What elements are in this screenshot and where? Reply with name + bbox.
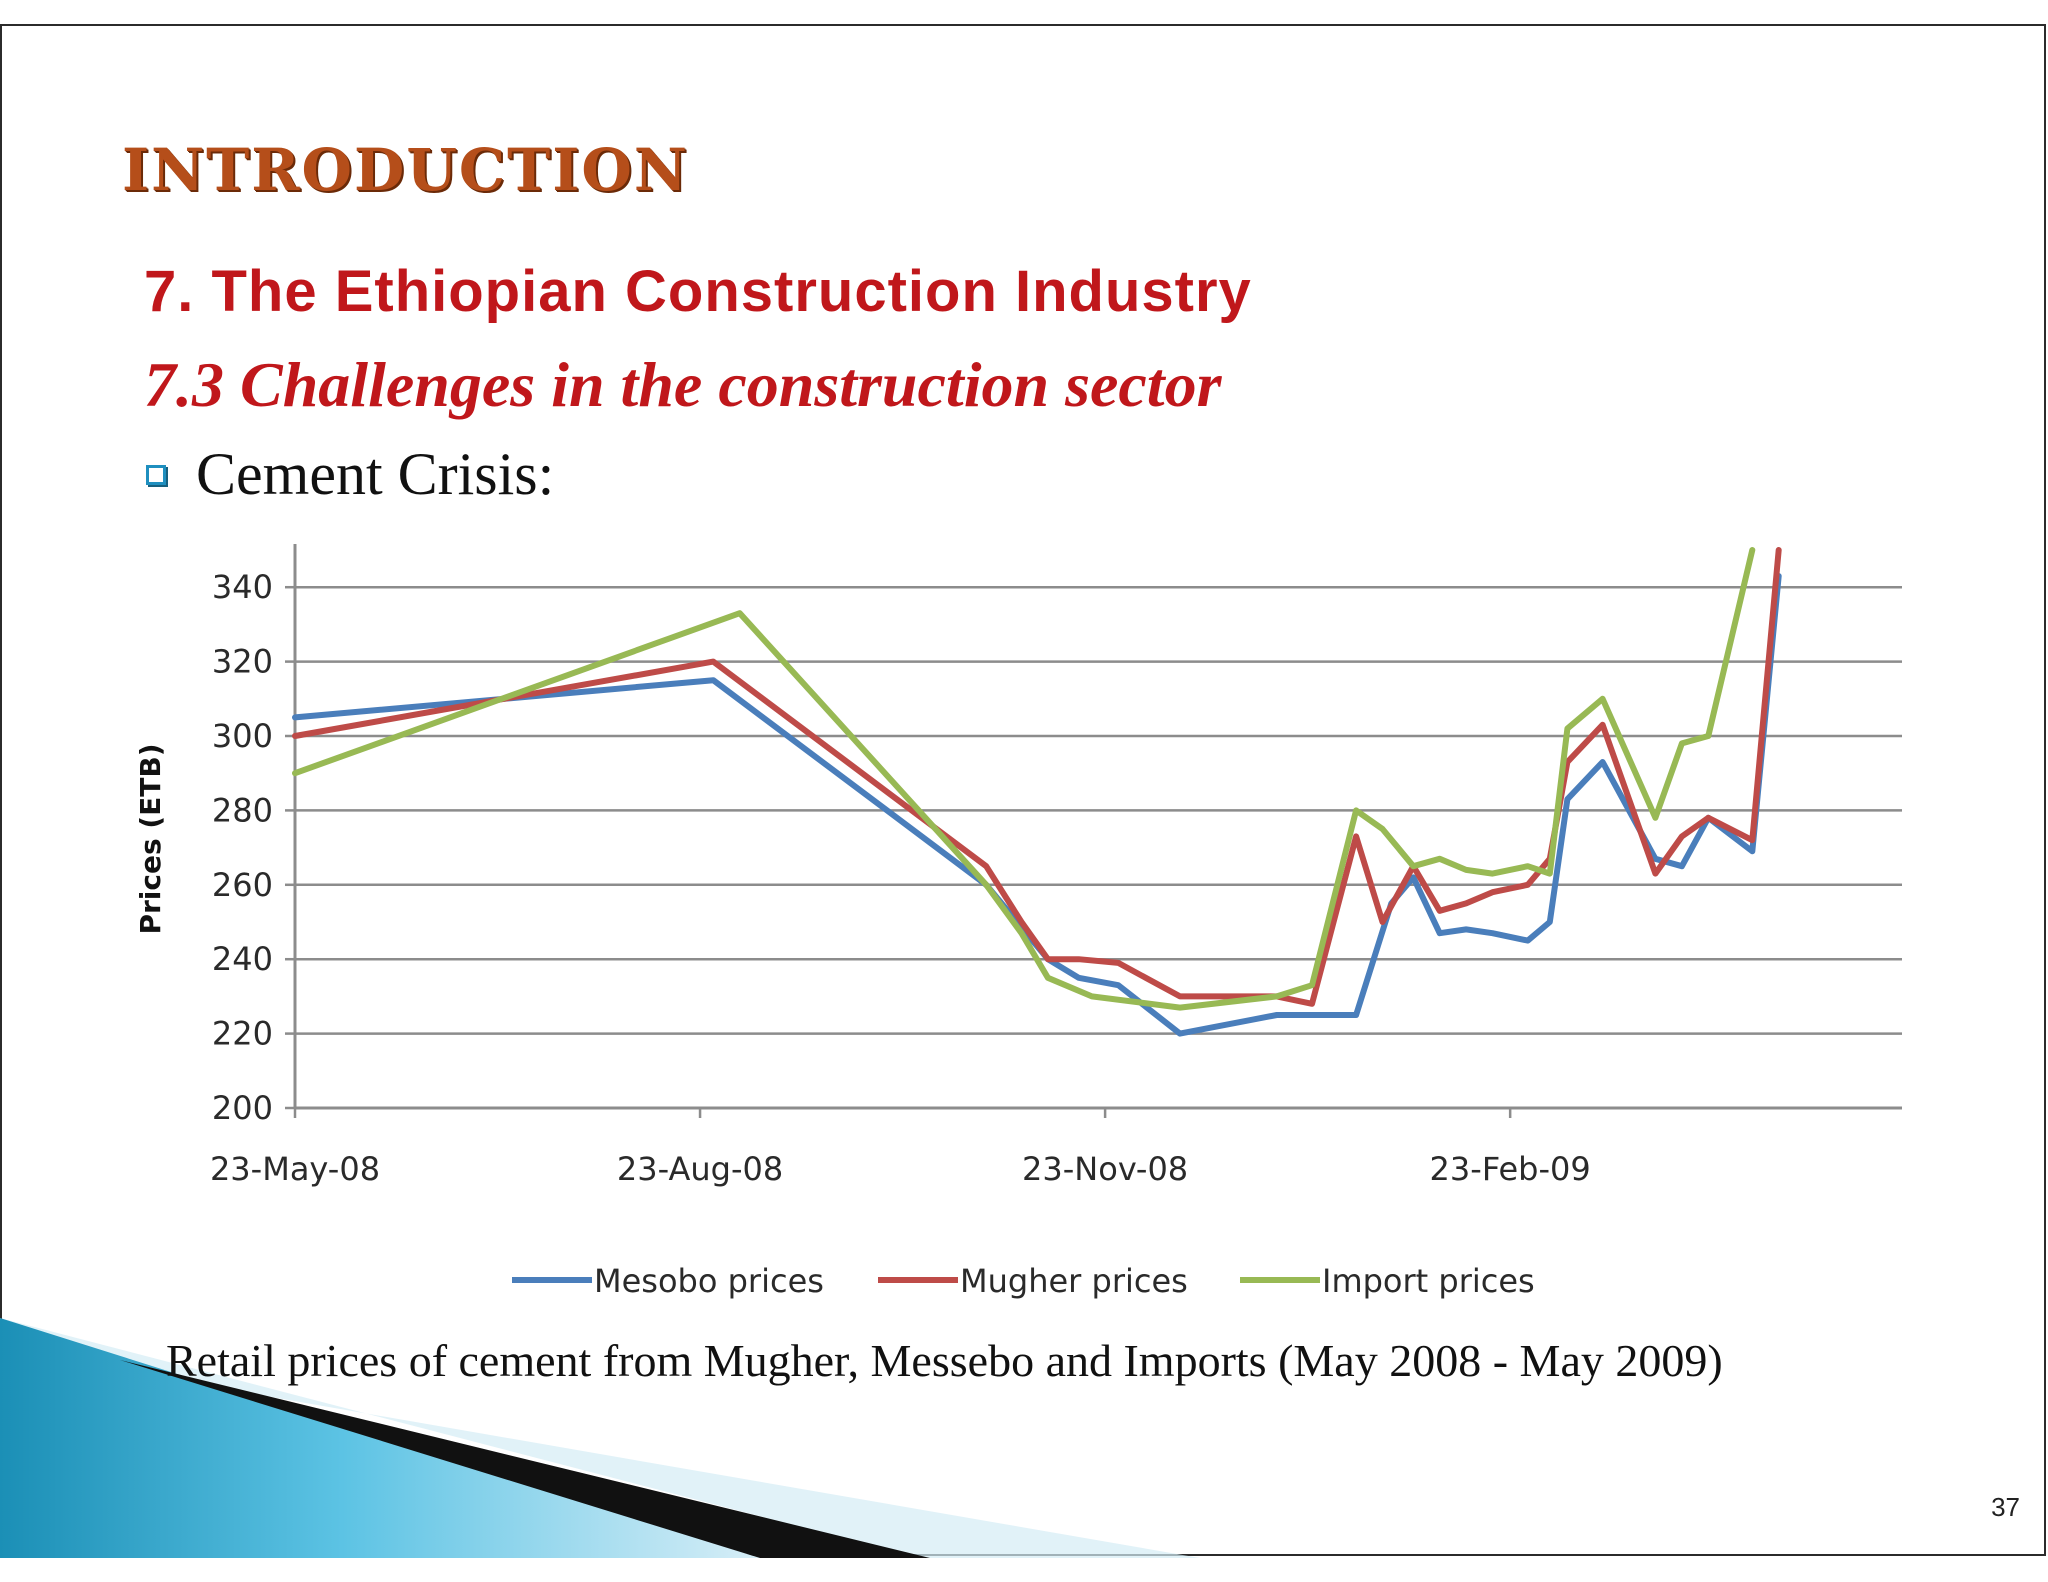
x-tick-label: 23-Feb-09: [1430, 1150, 1591, 1188]
series-line-mugher-prices: [292, 547, 1782, 1007]
y-tick-label: 240: [212, 940, 273, 978]
legend-label: Mugher prices: [960, 1262, 1188, 1300]
series-line-import-prices: [292, 547, 1756, 1011]
slide-heading: INTRODUCTION: [122, 136, 689, 204]
series-line-mesobo-prices: [292, 573, 1782, 1037]
bullet-text: Cement Crisis:: [196, 441, 555, 507]
y-axis-title: Prices (ETB): [134, 743, 167, 934]
y-tick-label: 220: [212, 1015, 273, 1053]
chart-axes: 200 220 240 260 280 300 320 340 23-May-08 23-Aug-…: [210, 544, 1902, 1188]
subsection-title: 7.3 Challenges in the construction secto…: [144, 349, 1222, 420]
bullet-item: Cement Crisis:: [146, 440, 554, 509]
hollow-square-bullet-icon: [146, 464, 166, 485]
cement-price-chart: 200 220 240 260 280 300 320 340 23-May-08 23-Aug-…: [134, 544, 1902, 1300]
y-tick-label: 300: [212, 717, 273, 755]
y-tick-label: 340: [212, 568, 273, 606]
chart-legend: Mesobo prices Mugher prices Import prices: [512, 1262, 1535, 1300]
legend-label: Import prices: [1322, 1262, 1535, 1300]
section-title: 7. The Ethiopian Construction Industry: [144, 259, 1252, 324]
x-tick-label: 23-Nov-08: [1022, 1150, 1188, 1188]
y-tick-label: 280: [212, 791, 273, 829]
x-tick-label: 23-May-08: [210, 1150, 380, 1188]
chart-series: [292, 547, 1782, 1037]
corner-decoration: [0, 1318, 1200, 1558]
y-tick-label: 320: [212, 643, 273, 681]
legend-label: Mesobo prices: [594, 1262, 824, 1300]
page-number: 37: [1991, 1492, 2020, 1522]
chart-caption: Retail prices of cement from Mugher, Mes…: [166, 1335, 1723, 1386]
x-tick-label: 23-Aug-08: [617, 1150, 783, 1188]
y-tick-label: 200: [212, 1089, 273, 1127]
y-tick-label: 260: [212, 866, 273, 904]
